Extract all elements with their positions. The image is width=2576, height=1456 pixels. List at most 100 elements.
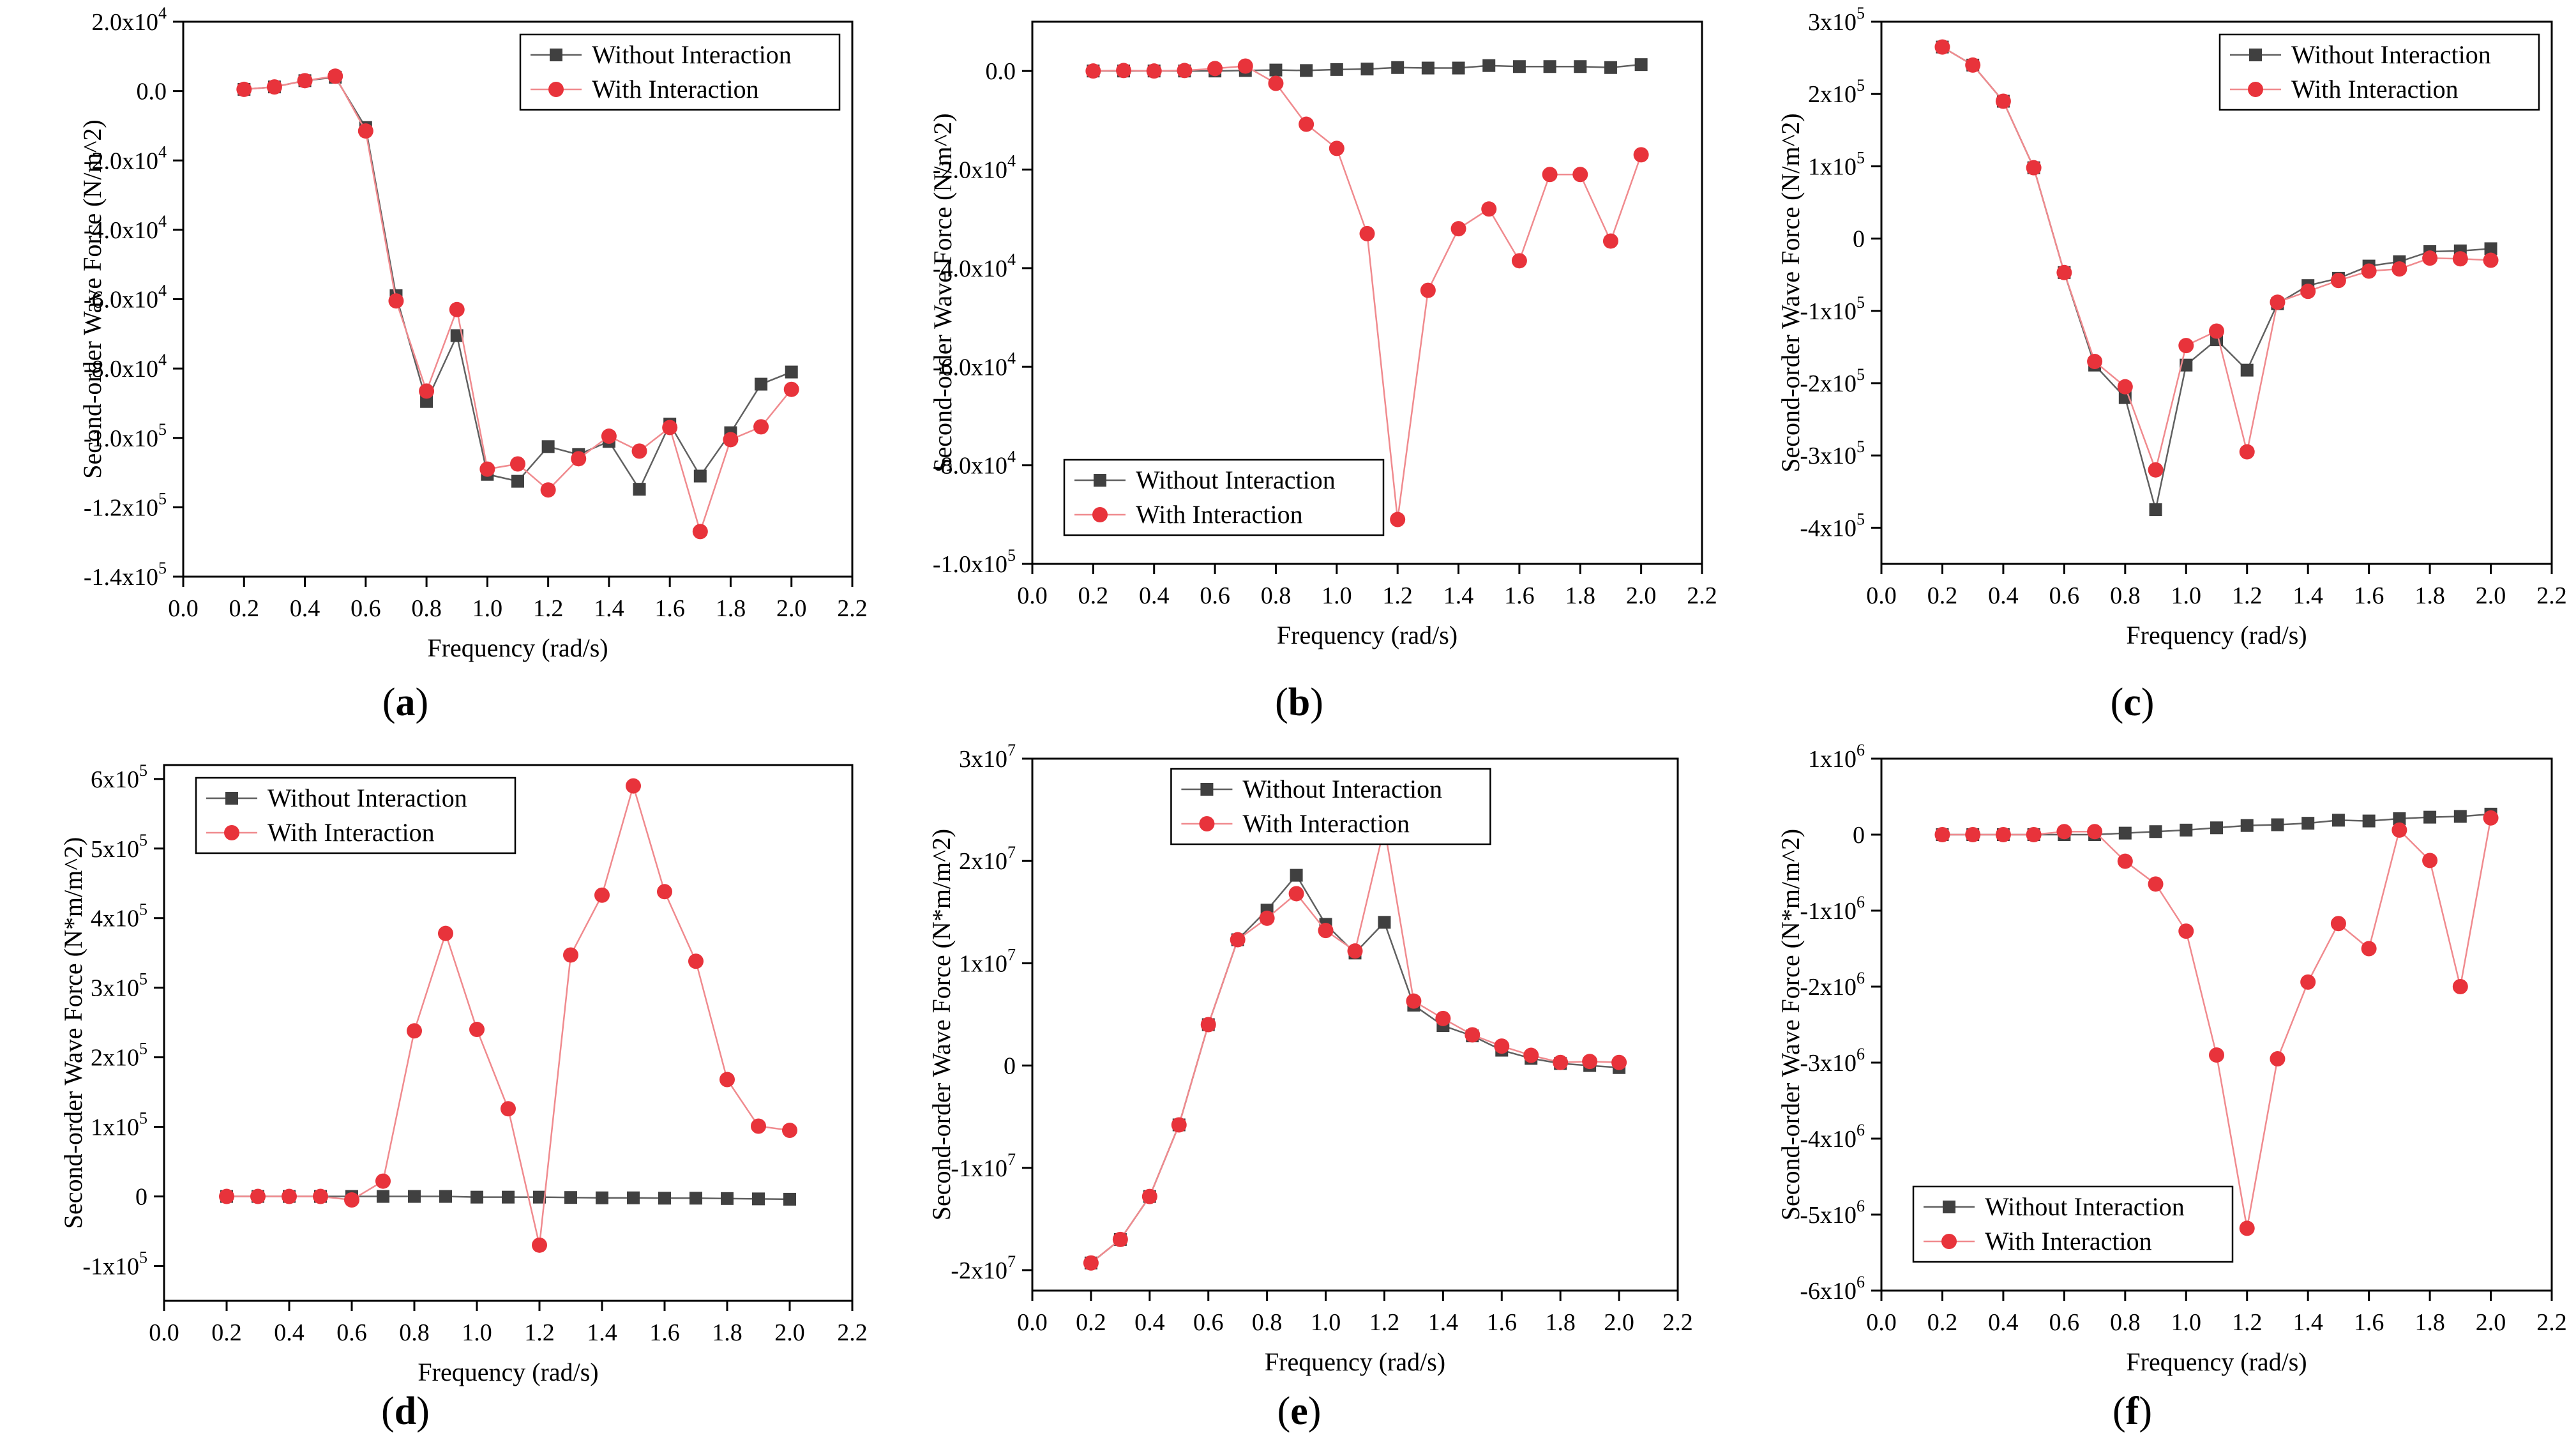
data-point-with	[388, 293, 404, 309]
data-point-with	[1435, 1010, 1451, 1026]
y-tick-label: -4x106	[1800, 1121, 1865, 1153]
y-tick-mantissa: -1.0x10	[84, 425, 158, 452]
x-tick-label: 1.0	[472, 595, 503, 622]
data-point-with	[2270, 1051, 2286, 1067]
y-tick-exponent: 4	[158, 4, 167, 22]
data-point-without	[1330, 63, 1343, 76]
legend-label: Without Interaction	[2291, 40, 2491, 69]
y-tick-label: -1.0x105	[933, 546, 1016, 578]
data-point-with	[1995, 93, 2011, 109]
y-axis-title: Second-order Wave Force (N*m/m^2)	[927, 829, 956, 1221]
y-tick-mantissa: 1x10	[1808, 746, 1857, 773]
data-point-with	[2422, 250, 2438, 266]
y-tick-exponent: 5	[139, 1248, 147, 1267]
y-tick-exponent: 4	[1007, 250, 1016, 269]
x-tick-label: 2.2	[837, 595, 868, 622]
data-point-with	[1511, 253, 1527, 269]
legend-marker-without	[2249, 49, 2262, 61]
data-point-with	[510, 456, 525, 472]
x-tick-label: 2.0	[2476, 582, 2506, 609]
data-point-without	[693, 469, 707, 483]
y-tick-mantissa: -1x10	[82, 1254, 139, 1280]
data-point-with	[407, 1023, 422, 1039]
series-line-with	[1093, 65, 1642, 520]
y-tick-label: -4x105	[1800, 510, 1865, 542]
data-point-with	[2391, 261, 2407, 277]
data-point-with	[1934, 827, 1950, 842]
legend-label: Without Interaction	[1136, 466, 1336, 494]
data-point-with	[2483, 252, 2499, 268]
legend: Without Interaction With Interaction	[1063, 459, 1385, 536]
legend-marker-with	[1199, 816, 1215, 831]
data-point-without	[2240, 363, 2254, 377]
x-tick-label: 1.4	[587, 1319, 617, 1346]
y-tick-mantissa: 6x10	[91, 766, 139, 793]
y-tick-mantissa: -1x10	[951, 1155, 1007, 1182]
data-point-with	[626, 778, 641, 794]
x-tick-label: 1.2	[533, 595, 564, 622]
data-point-without	[439, 1190, 452, 1203]
data-point-with	[783, 381, 799, 397]
y-tick-mantissa: -4x10	[1800, 515, 1857, 542]
y-tick-mantissa: -5x10	[1800, 1202, 1857, 1229]
x-tick-label: 1.6	[2354, 582, 2384, 609]
legend-label: Without Interaction	[1242, 775, 1442, 803]
data-point-with	[2300, 284, 2316, 300]
y-axis-title: Second-order Wave Force (N*m/m^2)	[59, 837, 87, 1229]
data-point-without	[1634, 58, 1648, 72]
y-tick-label: 3x107	[959, 741, 1016, 773]
data-point-with	[1268, 75, 1284, 91]
y-tick-exponent: 4	[158, 142, 167, 161]
data-point-with	[1200, 1017, 1216, 1033]
data-point-with	[297, 73, 313, 89]
y-tick-label: 2x107	[959, 843, 1016, 875]
y-tick-exponent: 6	[1857, 1045, 1865, 1063]
x-tick-label: 1.2	[524, 1319, 555, 1346]
data-point-with	[2239, 444, 2255, 460]
data-point-with	[692, 524, 708, 540]
data-point-with	[1481, 201, 1497, 217]
y-axis-title: Second-order Wave Force (N*m/m^2)	[1776, 829, 1805, 1221]
legend: Without Interaction With Interaction	[1170, 768, 1491, 846]
panel-label: (c)	[2111, 681, 2155, 724]
data-point-without	[785, 365, 798, 379]
data-point-with	[2087, 354, 2103, 370]
y-tick-exponent: 5	[1857, 510, 1865, 528]
y-tick-exponent: 4	[1007, 349, 1016, 367]
y-tick-label: -8.0x104	[84, 351, 167, 383]
data-point-with	[2452, 979, 2468, 994]
data-point-without	[377, 1190, 389, 1203]
y-tick-exponent: 5	[139, 1109, 147, 1128]
legend-label: Without Interaction	[267, 784, 467, 812]
data-point-without	[1391, 61, 1405, 74]
y-tick-mantissa: 5x10	[91, 836, 139, 863]
data-point-with	[1171, 1117, 1187, 1133]
y-tick-mantissa: -6.0x10	[84, 287, 158, 314]
y-tick-exponent: 6	[1857, 893, 1865, 911]
y-tick-label: -6.0x104	[933, 349, 1016, 381]
y-tick-mantissa: -1x10	[1800, 898, 1857, 925]
x-tick-label: 1.4	[2293, 582, 2323, 609]
data-point-with	[282, 1188, 297, 1204]
x-tick-label: 1.8	[2414, 582, 2445, 609]
data-point-with	[1230, 932, 1246, 948]
y-tick-mantissa: 2x10	[1808, 81, 1857, 108]
data-point-without	[1300, 64, 1313, 77]
data-point-with	[1112, 1231, 1128, 1247]
y-tick-exponent: 7	[1007, 1150, 1016, 1169]
y-tick-label: -6.0x104	[84, 282, 167, 314]
data-point-with	[1318, 923, 1334, 939]
x-tick-label: 1.8	[712, 1319, 742, 1346]
y-tick-label: -6x106	[1800, 1273, 1865, 1305]
data-point-without	[1512, 60, 1526, 73]
chart-panel-b: 0.0 0.2 0.4 0.6 0.8 1.0 1.2 1.4 1.6 1.8 2.0 2.20.0-…	[928, 20, 1717, 724]
data-point-with	[1347, 943, 1363, 959]
data-point-with	[563, 947, 578, 963]
chart-panel-d: 0.0 0.2 0.4 0.6 0.8 1.0 1.2 1.4 1.6 1.8 2.0 2.2 6x10…	[59, 761, 868, 1433]
y-tick-exponent: 5	[158, 420, 167, 439]
y-tick-exponent: 4	[158, 282, 167, 300]
data-point-with	[358, 123, 373, 139]
data-point-without	[2393, 812, 2406, 826]
x-tick-label: 0.2	[1078, 582, 1109, 609]
y-tick-label: 1x105	[1808, 148, 1865, 180]
